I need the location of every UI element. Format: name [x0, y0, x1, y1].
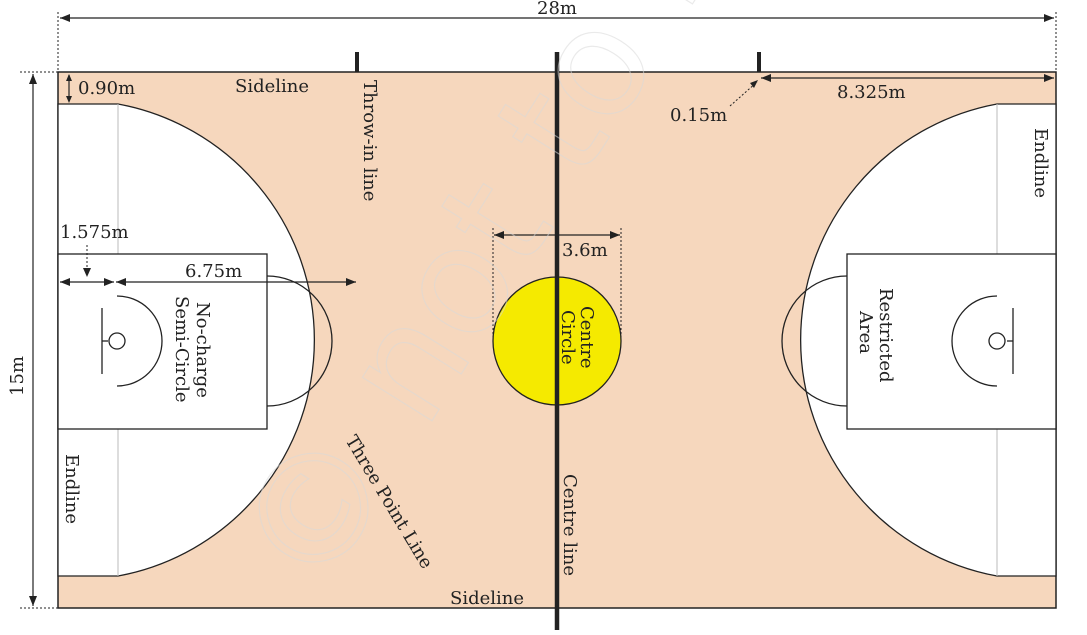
sideline-offset-label: 0.90m: [78, 78, 135, 99]
right-free-throw-semicircle: [781, 275, 848, 407]
throw-in-width-label: 0.15m: [670, 105, 727, 126]
backboard-offset-arrow-left: [60, 278, 70, 286]
backboard-offset-arrow-right: [104, 278, 114, 286]
endline-left-label: Endline: [61, 454, 82, 524]
backboard-offset-label: 1.575m: [60, 222, 129, 243]
overall-width-label: 15m: [7, 356, 28, 396]
width-arrow-top: [29, 74, 37, 84]
sideline-top-label: Sideline: [235, 76, 309, 97]
right-basket-ring: [988, 332, 1006, 350]
restricted-area-label-line2: Area: [855, 310, 876, 354]
overall-length-label: 28m: [537, 0, 577, 19]
centre-circle-label-line2: Circle: [557, 310, 578, 365]
throw-in-distance-arrow-left: [761, 74, 771, 82]
throw-in-distance-arrow-right: [1044, 74, 1054, 82]
width-arrow-bottom: [29, 596, 37, 606]
offset-arrow-bottom: [66, 96, 72, 103]
no-charge-label-line1: No-charge: [192, 302, 213, 398]
right-no-charge-semicircle: [951, 295, 998, 387]
left-free-throw-semicircle: [266, 275, 333, 407]
throw-in-line-label: Throw-in line: [359, 80, 380, 201]
no-charge-label-line2: Semi-Circle: [171, 296, 192, 403]
centre-diameter-arrow-left: [494, 231, 504, 239]
left-no-charge-semicircle: [116, 295, 163, 387]
endline-right-label: Endline: [1030, 128, 1051, 198]
centre-line-label: Centre line: [559, 474, 580, 576]
throw-in-width-pointer-head: [750, 80, 758, 88]
restricted-area-label-line1: Restricted: [875, 288, 896, 383]
three-point-radius-arrow-left: [116, 278, 126, 286]
left-basket-ring: [108, 332, 126, 350]
centre-diameter-label: 3.6m: [562, 240, 608, 261]
length-arrow-right: [1044, 14, 1054, 22]
sideline-bottom-label: Sideline: [450, 588, 524, 609]
centre-circle-label-line1: Centre: [576, 306, 597, 369]
offset-arrow-top: [66, 74, 72, 81]
centre-diameter-arrow-right: [610, 231, 620, 239]
three-point-radius-label: 6.75m: [185, 261, 242, 282]
three-point-radius-arrow-right: [346, 278, 356, 286]
length-arrow-left: [60, 14, 70, 22]
backboard-offset-pointer-head: [83, 268, 91, 277]
throw-in-distance-label: 8.325m: [837, 82, 906, 103]
